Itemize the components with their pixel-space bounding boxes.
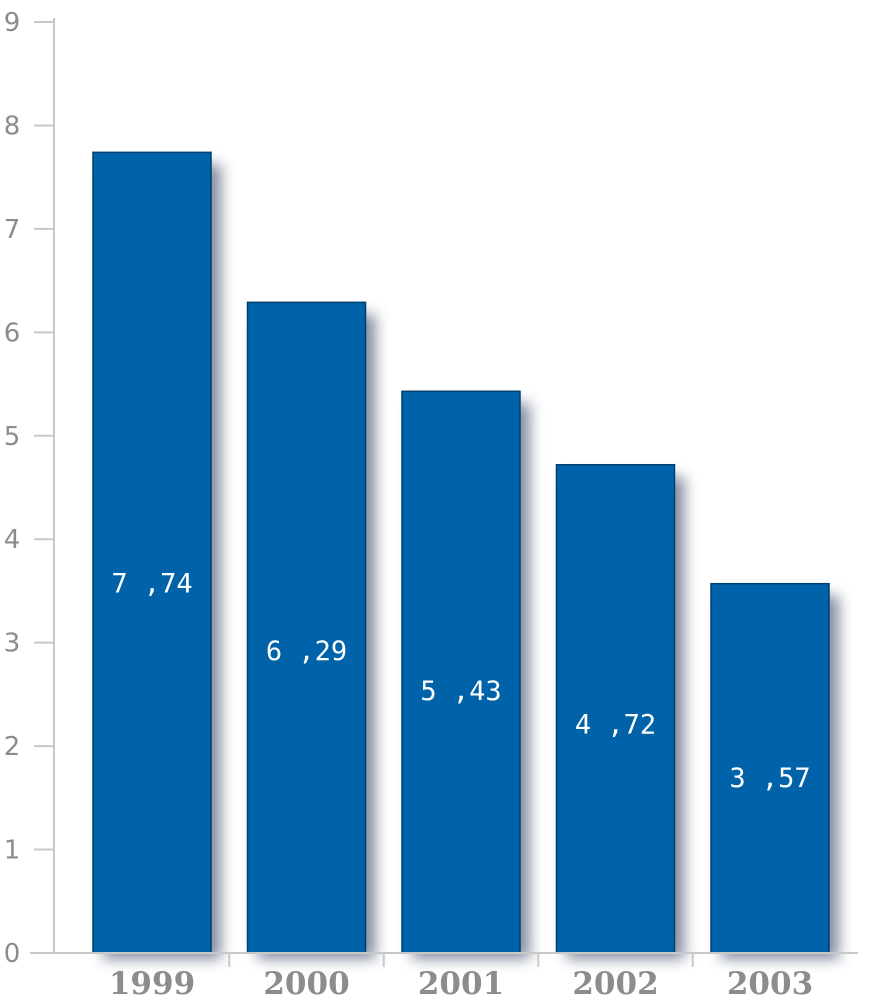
x-tick-label: 2003 <box>727 966 813 1000</box>
data-label: 3 ,57 <box>729 763 810 794</box>
y-tick-label: 4 <box>4 525 21 555</box>
data-label: 5 ,43 <box>420 676 501 707</box>
y-tick-label: 1 <box>4 836 21 866</box>
y-tick-label: 3 <box>4 629 21 659</box>
bar-2001 <box>401 390 521 954</box>
data-label: 6 ,29 <box>266 636 347 667</box>
axes <box>30 18 858 967</box>
y-tick-label: 2 <box>4 732 21 762</box>
y-tick-label: 8 <box>4 111 21 141</box>
bar-2003 <box>710 582 830 954</box>
y-tick-label: 7 <box>4 215 21 245</box>
data-label: 7 ,74 <box>111 569 192 600</box>
y-tick-label: 6 <box>4 318 21 348</box>
bars <box>92 151 830 954</box>
y-tick-label: 0 <box>4 939 21 969</box>
x-tick-label: 2001 <box>418 966 504 1000</box>
data-label: 4 ,72 <box>575 709 656 740</box>
bar-1999 <box>92 151 212 954</box>
y-tick-label: 5 <box>4 422 21 452</box>
data-labels: 7 ,74 6 ,29 5 ,43 4 ,72 3 ,57 <box>111 569 810 794</box>
bar-2002 <box>555 463 676 954</box>
x-tick-label: 2000 <box>263 966 349 1000</box>
y-tick-labels: 0 1 2 3 4 5 6 7 8 9 <box>4 8 21 969</box>
y-tick-label: 9 <box>4 8 21 38</box>
bar-2000 <box>246 301 367 954</box>
x-tick-label: 2002 <box>572 966 658 1000</box>
x-tick-labels: 1999 2000 2001 2002 2003 <box>109 966 813 1000</box>
x-tick-label: 1999 <box>109 966 195 1000</box>
